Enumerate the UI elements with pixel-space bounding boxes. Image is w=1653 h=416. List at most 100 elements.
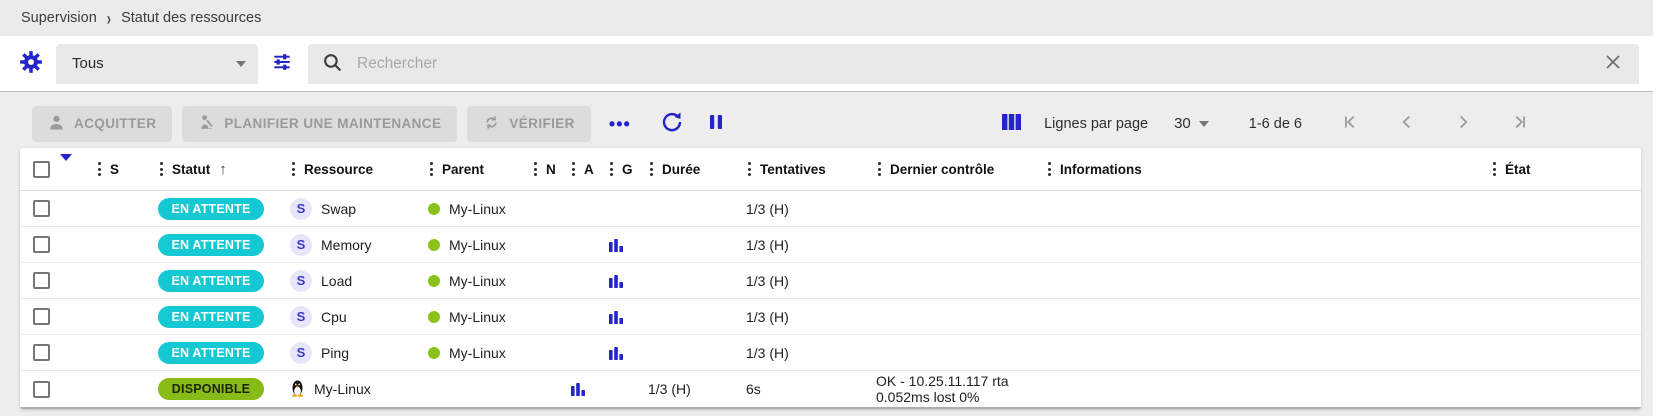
column-header-graph[interactable]: G — [608, 160, 648, 178]
parent-name-link[interactable]: My-Linux — [449, 200, 506, 217]
graph-icon[interactable] — [608, 346, 648, 360]
table-row[interactable]: EN ATTENTE S Cpu My-Linux — [20, 299, 1641, 335]
parent-name-link[interactable]: My-Linux — [449, 344, 506, 361]
column-label: N — [546, 161, 556, 177]
breadcrumb: Supervision › Statut des ressources — [0, 0, 1653, 36]
column-header-information[interactable]: Informations — [1046, 160, 1491, 178]
resource-name-link[interactable]: Swap — [321, 200, 357, 217]
column-label: Ressource — [304, 161, 374, 177]
column-header-state[interactable]: État — [1491, 160, 1641, 178]
close-icon — [1603, 52, 1623, 75]
last-check-cell: 6s — [746, 381, 761, 397]
advanced-filter-button[interactable] — [264, 46, 300, 82]
service-type-icon: S — [290, 197, 312, 220]
sort-ascending-icon: ↑ — [219, 160, 227, 178]
column-menu-icon[interactable] — [876, 160, 883, 178]
select-all-checkbox[interactable] — [33, 160, 50, 178]
graph-icon[interactable] — [608, 274, 648, 288]
more-actions-button[interactable]: ••• — [603, 107, 637, 141]
parent-status-dot — [428, 310, 440, 323]
linux-host-icon — [290, 379, 305, 400]
column-header-tries[interactable]: Tentatives — [746, 160, 876, 178]
column-header-acknowledged[interactable]: A — [570, 160, 608, 178]
column-menu-icon[interactable] — [290, 160, 297, 178]
row-checkbox[interactable] — [33, 200, 50, 217]
row-checkbox[interactable] — [33, 380, 50, 398]
downtime-button[interactable]: PLANIFIER UNE MAINTENANCE — [182, 105, 458, 142]
parent-status-dot — [428, 202, 440, 215]
row-checkbox[interactable] — [33, 344, 50, 361]
check-button[interactable]: VÉRIFIER — [467, 105, 591, 142]
breadcrumb-item-supervision[interactable]: Supervision — [21, 10, 97, 26]
acknowledge-button[interactable]: ACQUITTER — [32, 105, 173, 142]
parent-name-link[interactable]: My-Linux — [449, 236, 506, 253]
row-checkbox[interactable] — [33, 236, 50, 253]
filter-settings-button[interactable] — [14, 47, 48, 81]
column-label: Dernier contrôle — [890, 161, 995, 177]
filter-preset-select[interactable]: Tous — [56, 43, 258, 84]
column-menu-icon[interactable] — [1046, 160, 1053, 178]
resource-name-link[interactable]: Load — [321, 272, 353, 289]
column-label: Parent — [442, 161, 485, 177]
parent-status-dot — [428, 238, 440, 251]
column-header-duration[interactable]: Durée — [648, 160, 746, 178]
pagination-range: 1-6 de 6 — [1248, 115, 1302, 132]
graph-icon[interactable] — [608, 310, 648, 324]
column-header-resource[interactable]: Ressource — [290, 160, 428, 178]
last-page-button[interactable] — [1498, 109, 1540, 139]
tries-cell: 1/3 (H) — [648, 381, 691, 397]
chevron-left-icon — [1396, 111, 1418, 136]
column-menu-icon[interactable] — [1491, 160, 1498, 178]
parent-name-link[interactable]: My-Linux — [449, 272, 506, 289]
column-header-notification[interactable]: N — [532, 160, 570, 178]
clear-search-button[interactable] — [1599, 50, 1627, 78]
resource-name-link[interactable]: Memory — [321, 236, 372, 253]
resource-name-link[interactable]: Cpu — [321, 308, 347, 325]
next-page-button[interactable] — [1442, 109, 1484, 139]
graph-icon[interactable] — [570, 382, 608, 396]
maintenance-worker-icon — [198, 114, 215, 134]
column-header-last-check[interactable]: Dernier contrôle — [876, 160, 1046, 178]
resources-table: S Statut ↑ Ressource Parent N A — [20, 148, 1641, 409]
service-type-icon: S — [290, 269, 312, 292]
column-menu-icon[interactable] — [532, 160, 539, 178]
resource-name-link[interactable]: Ping — [321, 344, 350, 361]
column-menu-icon[interactable] — [746, 160, 753, 178]
column-menu-icon[interactable] — [96, 160, 103, 178]
select-menu-chevron-icon[interactable] — [60, 154, 72, 177]
search-input[interactable] — [357, 54, 1599, 73]
table-row[interactable]: DISPONIBLE My-Linux — [20, 371, 1641, 407]
column-header-status[interactable]: Statut ↑ — [158, 160, 290, 178]
table-row[interactable]: EN ATTENTE S Load My-Linux — [20, 263, 1641, 299]
parent-name-link[interactable]: My-Linux — [449, 308, 506, 325]
search-field — [308, 43, 1639, 84]
check-label: VÉRIFIER — [509, 116, 575, 131]
column-header-severity[interactable]: S — [96, 160, 158, 178]
row-checkbox[interactable] — [33, 308, 50, 325]
person-icon — [48, 114, 65, 134]
chevron-down-icon — [1198, 120, 1209, 127]
column-menu-icon[interactable] — [428, 160, 435, 178]
previous-page-button[interactable] — [1386, 109, 1428, 139]
table-row[interactable]: EN ATTENTE S Memory My-Linux — [20, 227, 1641, 263]
table-row[interactable]: EN ATTENTE S Ping My-Linux — [20, 335, 1641, 371]
search-icon — [322, 52, 343, 76]
pause-button[interactable] — [699, 107, 733, 141]
tries-cell: 1/3 (H) — [746, 236, 789, 253]
tries-cell: 1/3 (H) — [746, 200, 789, 217]
column-menu-icon[interactable] — [648, 160, 655, 178]
column-menu-icon[interactable] — [570, 160, 577, 178]
first-page-button[interactable] — [1330, 109, 1372, 139]
column-menu-icon[interactable] — [608, 160, 615, 178]
chevron-right-icon — [1452, 111, 1474, 136]
resource-name-link[interactable]: My-Linux — [314, 381, 371, 397]
table-row[interactable]: EN ATTENTE S Swap My-Linux — [20, 191, 1641, 227]
edit-columns-button[interactable] — [994, 107, 1028, 141]
rows-per-page-select[interactable]: 30 — [1174, 115, 1209, 132]
row-checkbox[interactable] — [33, 272, 50, 289]
pause-icon — [706, 112, 726, 135]
graph-icon[interactable] — [608, 238, 648, 252]
column-menu-icon[interactable] — [158, 160, 165, 178]
refresh-button[interactable] — [655, 107, 689, 141]
column-header-parent[interactable]: Parent — [428, 160, 532, 178]
